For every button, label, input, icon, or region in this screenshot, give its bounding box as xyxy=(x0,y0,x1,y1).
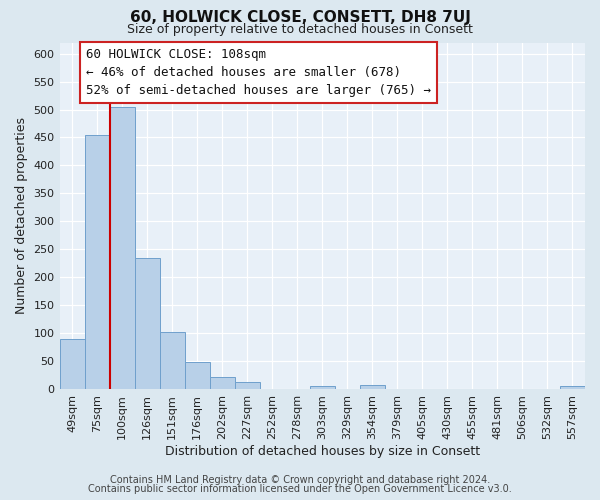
Y-axis label: Number of detached properties: Number of detached properties xyxy=(15,117,28,314)
Text: 60 HOLWICK CLOSE: 108sqm
← 46% of detached houses are smaller (678)
52% of semi-: 60 HOLWICK CLOSE: 108sqm ← 46% of detach… xyxy=(86,48,431,97)
Bar xyxy=(59,338,85,389)
Text: Contains public sector information licensed under the Open Government Licence v3: Contains public sector information licen… xyxy=(88,484,512,494)
Bar xyxy=(160,332,185,389)
Bar xyxy=(110,107,134,389)
X-axis label: Distribution of detached houses by size in Consett: Distribution of detached houses by size … xyxy=(165,444,480,458)
Bar xyxy=(85,134,110,389)
Text: Contains HM Land Registry data © Crown copyright and database right 2024.: Contains HM Land Registry data © Crown c… xyxy=(110,475,490,485)
Bar xyxy=(560,386,585,389)
Bar xyxy=(185,362,209,389)
Bar xyxy=(310,386,335,389)
Bar xyxy=(209,376,235,389)
Text: 60, HOLWICK CLOSE, CONSETT, DH8 7UJ: 60, HOLWICK CLOSE, CONSETT, DH8 7UJ xyxy=(130,10,470,25)
Text: Size of property relative to detached houses in Consett: Size of property relative to detached ho… xyxy=(127,22,473,36)
Bar xyxy=(235,382,260,389)
Bar xyxy=(360,385,385,389)
Bar xyxy=(134,258,160,389)
